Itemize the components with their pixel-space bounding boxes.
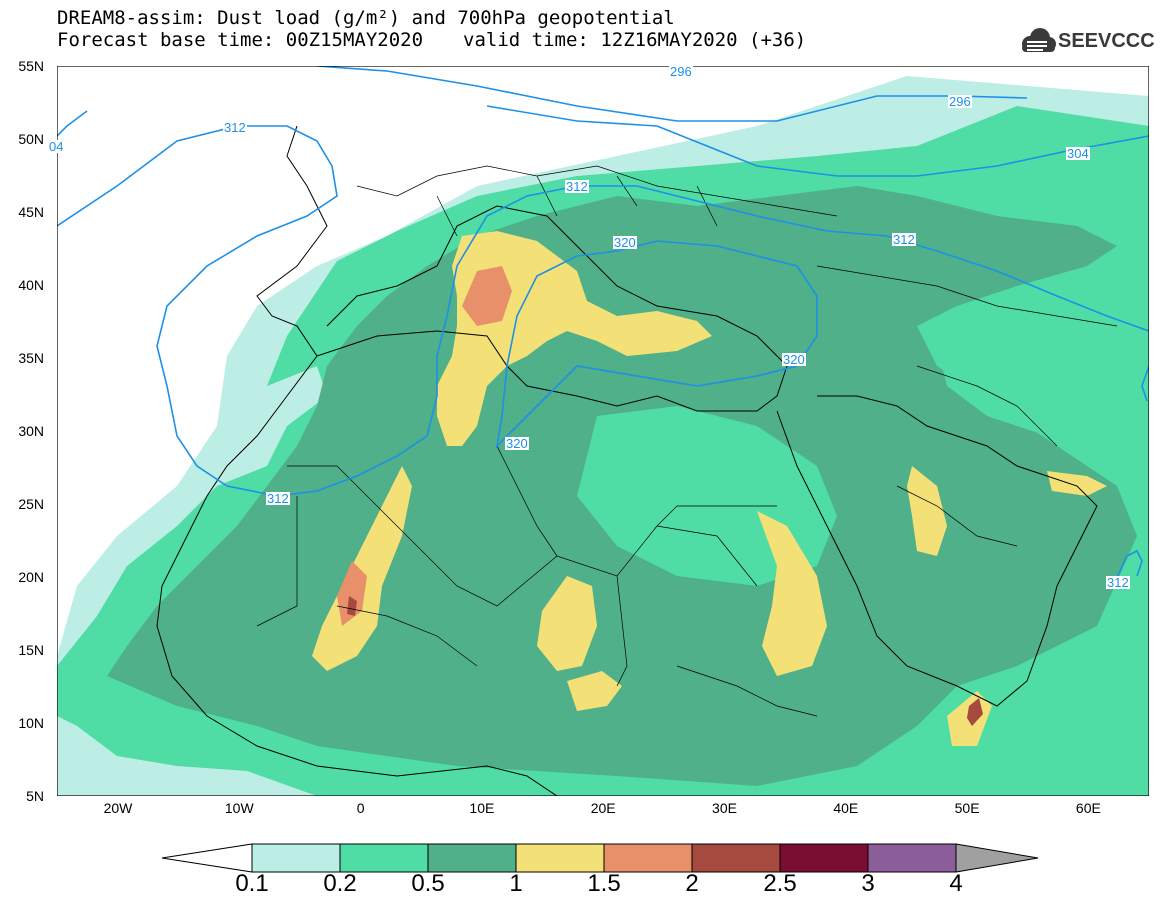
chart-title: DREAM8-assim: Dust load (g/m²) and 700hP… — [57, 7, 675, 29]
contour-320 — [495, 240, 818, 449]
colorbar-swatch-4 — [515, 843, 605, 873]
logo-text: SEEVCCC — [1058, 30, 1155, 52]
dust-band-1-0-sahara — [312, 466, 412, 671]
forecast-times: Forecast base time: 00Z15MAY2020 valid ti… — [57, 30, 806, 50]
dust-band-1-0-sudan — [757, 511, 827, 676]
dust-band-1-0-arabia — [907, 466, 947, 556]
contour-296 — [316, 66, 1028, 122]
lat-label: 20N — [18, 569, 44, 585]
colorbar-label: 0.5 — [411, 870, 445, 897]
dust-band-1-0-oman — [1047, 471, 1107, 496]
colorbar-swatch-3 — [427, 843, 517, 873]
valid-time: valid time: 12Z16MAY2020 (+36) — [463, 29, 807, 51]
contour-label: 04 — [48, 139, 65, 154]
lat-label: 30N — [18, 423, 44, 439]
lon-label: 50E — [954, 800, 980, 816]
dust-band-2-0-sahara — [347, 596, 357, 616]
lon-label: 60E — [1075, 800, 1101, 816]
colorbar-swatch-2 — [339, 843, 429, 873]
lon-label: 40E — [833, 800, 859, 816]
contour-label: 320 — [613, 235, 637, 250]
lon-label: 10W — [224, 800, 254, 816]
contour-label: 296 — [669, 64, 693, 79]
contour-label: 312 — [266, 491, 290, 506]
lon-label: 10E — [469, 800, 495, 816]
contour-304 — [57, 105, 1149, 177]
colorbar-label: 2 — [685, 870, 699, 897]
contour-label: 312 — [223, 120, 247, 135]
lat-label: 10N — [18, 715, 44, 731]
colorbar-swatch-1 — [251, 843, 341, 873]
lat-label: 35N — [18, 350, 44, 366]
dust-band-1-0-chad — [537, 576, 597, 671]
colorbar-low-arrow — [161, 843, 253, 873]
dust-band-1-5 — [462, 266, 512, 326]
colorbar-label: 0.1 — [235, 870, 269, 897]
base-time: Forecast base time: 00Z15MAY2020 — [57, 29, 424, 51]
colorbar-label: 2.5 — [763, 870, 797, 897]
contour-label: 304 — [1066, 146, 1090, 161]
colorbar-swatch-6 — [691, 843, 781, 873]
lon-label: 20E — [590, 800, 616, 816]
dust-band-1-0-chad-south — [567, 671, 622, 711]
lon-label: 30E — [712, 800, 737, 816]
coastline-atlantic — [156, 125, 558, 796]
colorbar-swatch-8 — [867, 843, 957, 873]
colorbar-swatch-7 — [779, 843, 869, 873]
dust-map — [57, 66, 1149, 796]
contour-312 — [57, 125, 1149, 497]
cloud-logo-icon — [1022, 28, 1056, 52]
dust-band-2-0 — [967, 698, 983, 726]
contour-label: 296 — [948, 94, 972, 109]
country-borders — [256, 165, 1118, 717]
coastline-red-sea — [776, 395, 1098, 707]
colorbar — [161, 843, 1039, 873]
colorbar-label: 1.5 — [587, 870, 621, 897]
contour-label: 312 — [1106, 575, 1130, 590]
lat-label: 50N — [18, 131, 44, 147]
contour-312-small — [1116, 549, 1143, 579]
lat-label: 5N — [26, 788, 44, 804]
contour-label: 320 — [782, 352, 806, 367]
lat-label: 45N — [18, 204, 44, 220]
colorbar-label: 0.2 — [323, 870, 357, 897]
colorbar-label: 3 — [861, 870, 875, 897]
colorbar-high-arrow — [955, 843, 1039, 873]
contour-label: 320 — [505, 436, 529, 451]
lat-label: 40N — [18, 277, 44, 293]
colorbar-label: 1 — [509, 870, 523, 897]
lon-label: 0 — [356, 800, 365, 816]
colorbar-swatch-5 — [603, 843, 693, 873]
lat-label: 15N — [18, 642, 44, 658]
lat-label: 25N — [18, 496, 44, 512]
lat-label: 55N — [18, 58, 44, 74]
contour-label: 312 — [892, 232, 916, 247]
colorbar-label: 4 — [949, 870, 963, 897]
contour-label: 312 — [565, 179, 589, 194]
dust-band-1-5-sahara — [337, 561, 367, 626]
contour-right-edge — [1141, 365, 1149, 402]
dust-band-0-2-inner-2 — [937, 346, 1117, 446]
lon-label: 20W — [103, 800, 133, 816]
